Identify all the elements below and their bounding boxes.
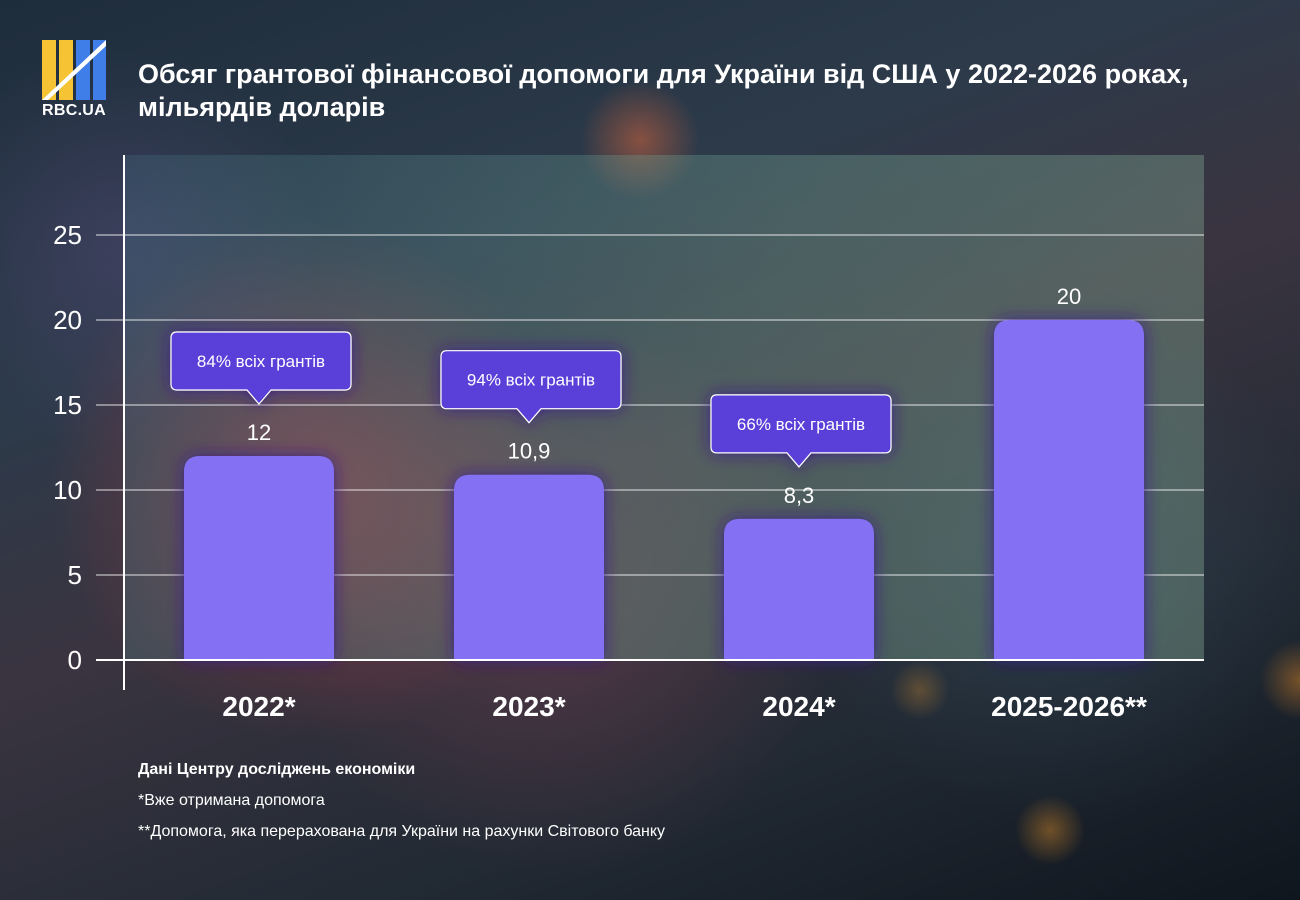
callout-bubble <box>710 394 892 468</box>
callout-text: 66% всіх грантів <box>737 415 865 434</box>
data-label: 12 <box>247 420 271 445</box>
bar <box>994 320 1144 660</box>
footnotes: Дані Центру досліджень економіки *Вже от… <box>138 760 665 853</box>
x-tick-label: 2022* <box>222 691 295 722</box>
rbc-logo[interactable]: RBC.UA <box>42 40 106 120</box>
data-label: 10,9 <box>508 439 551 464</box>
y-tick-label: 10 <box>53 475 82 505</box>
x-tick-label: 2024* <box>762 691 835 722</box>
y-tick-label: 20 <box>53 305 82 335</box>
y-tick-label: 25 <box>53 220 82 250</box>
y-tick-label: 15 <box>53 390 82 420</box>
bar <box>724 518 874 660</box>
bar <box>454 474 604 660</box>
footnote-1: *Вже отримана допомога <box>138 792 325 809</box>
footnote-2: **Допомога, яка перерахована для України… <box>138 823 666 840</box>
x-tick-label: 2025-2026** <box>991 691 1147 722</box>
callout-text: 94% всіх грантів <box>467 371 595 390</box>
rbc-logo-icon <box>42 40 106 100</box>
data-label: 20 <box>1057 284 1081 309</box>
bar <box>184 456 334 660</box>
y-tick-label: 5 <box>68 560 82 590</box>
x-tick-label: 2023* <box>492 691 565 722</box>
data-label: 8,3 <box>784 483 815 508</box>
chart-title: Обсяг грантової фінансової допомоги для … <box>138 59 1189 122</box>
y-tick-label: 0 <box>68 645 82 675</box>
source-note: Дані Центру досліджень економіки <box>138 761 416 778</box>
callout-bubble <box>440 350 622 424</box>
logo-text: RBC.UA <box>42 102 107 119</box>
callout-text: 84% всіх грантів <box>197 352 325 371</box>
callout-bubble <box>170 331 352 405</box>
